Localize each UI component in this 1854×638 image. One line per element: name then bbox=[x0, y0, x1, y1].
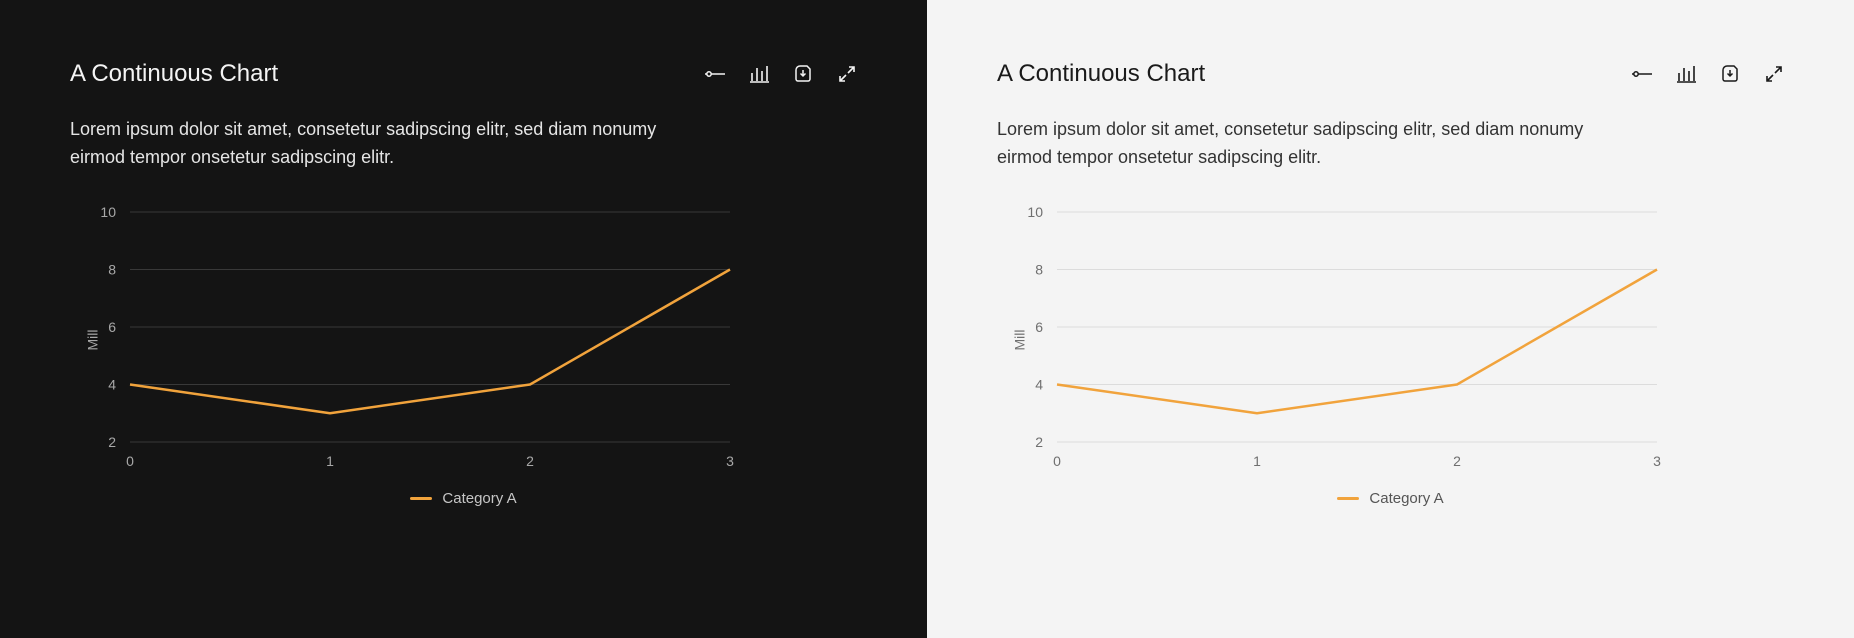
toolbar bbox=[1632, 64, 1784, 84]
svg-text:4: 4 bbox=[1035, 376, 1043, 392]
svg-text:1: 1 bbox=[1253, 453, 1261, 469]
svg-text:2: 2 bbox=[1035, 434, 1043, 450]
svg-text:2: 2 bbox=[108, 434, 116, 450]
card-header: A Continuous Chart bbox=[70, 60, 857, 88]
svg-text:10: 10 bbox=[1027, 204, 1043, 220]
legend-label: Category A bbox=[1369, 490, 1443, 507]
svg-text:6: 6 bbox=[1035, 319, 1043, 335]
svg-text:1: 1 bbox=[326, 453, 334, 469]
svg-text:3: 3 bbox=[726, 453, 734, 469]
svg-text:0: 0 bbox=[126, 453, 134, 469]
chart-title: A Continuous Chart bbox=[70, 60, 278, 88]
expand-icon[interactable] bbox=[1764, 64, 1784, 84]
svg-text:3: 3 bbox=[1653, 453, 1661, 469]
download-icon[interactable] bbox=[793, 64, 813, 84]
download-icon[interactable] bbox=[1720, 64, 1740, 84]
line-chart: 2 4 6 8 10 0 1 2 3 bbox=[70, 202, 740, 472]
svg-text:8: 8 bbox=[108, 261, 116, 277]
chart-area: Mill 2 4 6 8 10 0 1 2 3 bbox=[70, 202, 857, 472]
line-chart-icon[interactable] bbox=[705, 64, 725, 84]
svg-text:6: 6 bbox=[108, 319, 116, 335]
legend-label: Category A bbox=[442, 490, 516, 507]
svg-text:0: 0 bbox=[1053, 453, 1061, 469]
line-chart: 2 4 6 8 10 0 1 2 3 bbox=[997, 202, 1667, 472]
card-header: A Continuous Chart bbox=[997, 60, 1784, 88]
chart-area: Mill 2 4 6 8 10 0 1 2 3 bbox=[997, 202, 1784, 472]
legend-swatch bbox=[410, 497, 432, 500]
line-chart-icon[interactable] bbox=[1632, 64, 1652, 84]
bar-chart-icon[interactable] bbox=[1676, 64, 1696, 84]
legend: Category A bbox=[997, 490, 1784, 507]
svg-text:2: 2 bbox=[526, 453, 534, 469]
chart-subtitle: Lorem ipsum dolor sit amet, consetetur s… bbox=[70, 116, 710, 172]
chart-card-light: A Continuous Chart bbox=[927, 0, 1854, 638]
bar-chart-icon[interactable] bbox=[749, 64, 769, 84]
legend-swatch bbox=[1337, 497, 1359, 500]
legend: Category A bbox=[70, 490, 857, 507]
svg-text:8: 8 bbox=[1035, 261, 1043, 277]
expand-icon[interactable] bbox=[837, 64, 857, 84]
chart-card-dark: A Continuous Chart bbox=[0, 0, 927, 638]
svg-text:4: 4 bbox=[108, 376, 116, 392]
svg-text:2: 2 bbox=[1453, 453, 1461, 469]
y-axis-label: Mill bbox=[85, 329, 101, 350]
svg-text:10: 10 bbox=[100, 204, 116, 220]
toolbar bbox=[705, 64, 857, 84]
y-axis-label: Mill bbox=[1012, 329, 1028, 350]
chart-subtitle: Lorem ipsum dolor sit amet, consetetur s… bbox=[997, 116, 1637, 172]
chart-title: A Continuous Chart bbox=[997, 60, 1205, 88]
